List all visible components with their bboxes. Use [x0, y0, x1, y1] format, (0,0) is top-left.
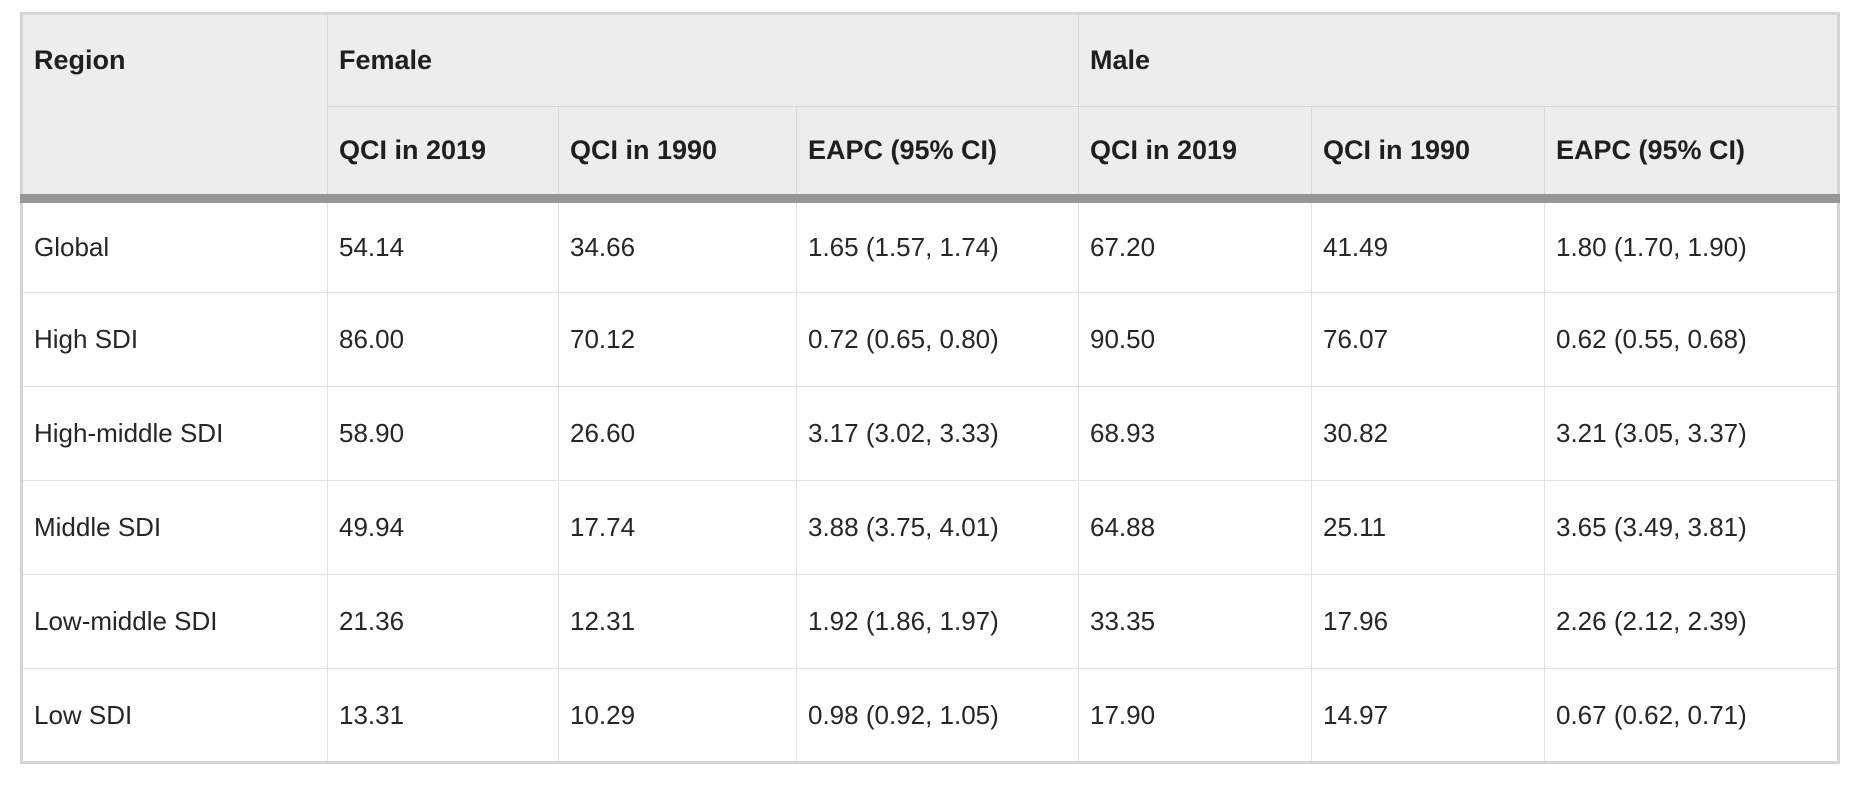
value-cell: 68.93	[1078, 386, 1312, 481]
value-cell: 26.60	[558, 386, 797, 481]
female-qci-1990-header: QCI in 1990	[558, 106, 797, 203]
region-cell: Middle SDI	[21, 480, 328, 575]
value-cell: 67.20	[1078, 198, 1312, 293]
value-cell: 34.66	[558, 198, 797, 293]
value-cell: 17.90	[1078, 668, 1312, 763]
value-cell: 0.67 (0.62, 0.71)	[1544, 668, 1839, 763]
value-cell: 1.92 (1.86, 1.97)	[796, 574, 1079, 669]
value-cell: 54.14	[327, 198, 559, 293]
value-cell: 0.72 (0.65, 0.80)	[796, 292, 1079, 387]
value-cell: 30.82	[1311, 386, 1545, 481]
value-cell: 25.11	[1311, 480, 1545, 575]
region-cell: Global	[21, 198, 328, 293]
male-qci-1990-header: QCI in 1990	[1311, 106, 1545, 203]
value-cell: 17.96	[1311, 574, 1545, 669]
value-cell: 17.74	[558, 480, 797, 575]
region-cell: High SDI	[21, 292, 328, 387]
value-cell: 41.49	[1311, 198, 1545, 293]
qci-eapc-table: Region Female Male QCI in 2019 QCI in 19…	[20, 12, 1840, 764]
value-cell: 64.88	[1078, 480, 1312, 575]
value-cell: 49.94	[327, 480, 559, 575]
female-group-header: Female	[327, 13, 1079, 107]
value-cell: 1.65 (1.57, 1.74)	[796, 198, 1079, 293]
value-cell: 13.31	[327, 668, 559, 763]
region-column-header: Region	[21, 13, 328, 203]
male-qci-2019-header: QCI in 2019	[1078, 106, 1312, 203]
table-row-middle-sdi: Middle SDI 49.94 17.74 3.88 (3.75, 4.01)…	[21, 480, 1839, 575]
region-cell: High-middle SDI	[21, 386, 328, 481]
value-cell: 33.35	[1078, 574, 1312, 669]
male-eapc-header: EAPC (95% CI)	[1544, 106, 1839, 203]
value-cell: 3.17 (3.02, 3.33)	[796, 386, 1079, 481]
table-body: Global 54.14 34.66 1.65 (1.57, 1.74) 67.…	[21, 198, 1839, 763]
value-cell: 90.50	[1078, 292, 1312, 387]
sub-header-row: QCI in 2019 QCI in 1990 EAPC (95% CI) QC…	[22, 106, 1839, 203]
value-cell: 14.97	[1311, 668, 1545, 763]
group-header-row: Region Female Male	[21, 13, 1839, 203]
region-cell: Low-middle SDI	[21, 574, 328, 669]
value-cell: 1.80 (1.70, 1.90)	[1544, 198, 1839, 293]
value-cell: 76.07	[1311, 292, 1545, 387]
value-cell: 10.29	[558, 668, 797, 763]
table-row-low-sdi: Low SDI 13.31 10.29 0.98 (0.92, 1.05) 17…	[21, 668, 1839, 763]
value-cell: 0.62 (0.55, 0.68)	[1544, 292, 1839, 387]
value-cell: 12.31	[558, 574, 797, 669]
value-cell: 70.12	[558, 292, 797, 387]
region-cell: Low SDI	[21, 668, 328, 763]
value-cell: 58.90	[327, 386, 559, 481]
male-group-header: Male	[1078, 13, 1839, 107]
value-cell: 3.21 (3.05, 3.37)	[1544, 386, 1839, 481]
value-cell: 0.98 (0.92, 1.05)	[796, 668, 1079, 763]
value-cell: 3.88 (3.75, 4.01)	[796, 480, 1079, 575]
female-qci-2019-header: QCI in 2019	[327, 106, 559, 203]
table-row-high-middle-sdi: High-middle SDI 58.90 26.60 3.17 (3.02, …	[21, 386, 1839, 481]
table-row-global: Global 54.14 34.66 1.65 (1.57, 1.74) 67.…	[21, 198, 1839, 293]
table-row-low-middle-sdi: Low-middle SDI 21.36 12.31 1.92 (1.86, 1…	[21, 574, 1839, 669]
value-cell: 3.65 (3.49, 3.81)	[1544, 480, 1839, 575]
value-cell: 86.00	[327, 292, 559, 387]
table-row-high-sdi: High SDI 86.00 70.12 0.72 (0.65, 0.80) 9…	[21, 292, 1839, 387]
value-cell: 2.26 (2.12, 2.39)	[1544, 574, 1839, 669]
value-cell: 21.36	[327, 574, 559, 669]
female-eapc-header: EAPC (95% CI)	[796, 106, 1079, 203]
table-header: Region Female Male QCI in 2019 QCI in 19…	[21, 13, 1839, 203]
